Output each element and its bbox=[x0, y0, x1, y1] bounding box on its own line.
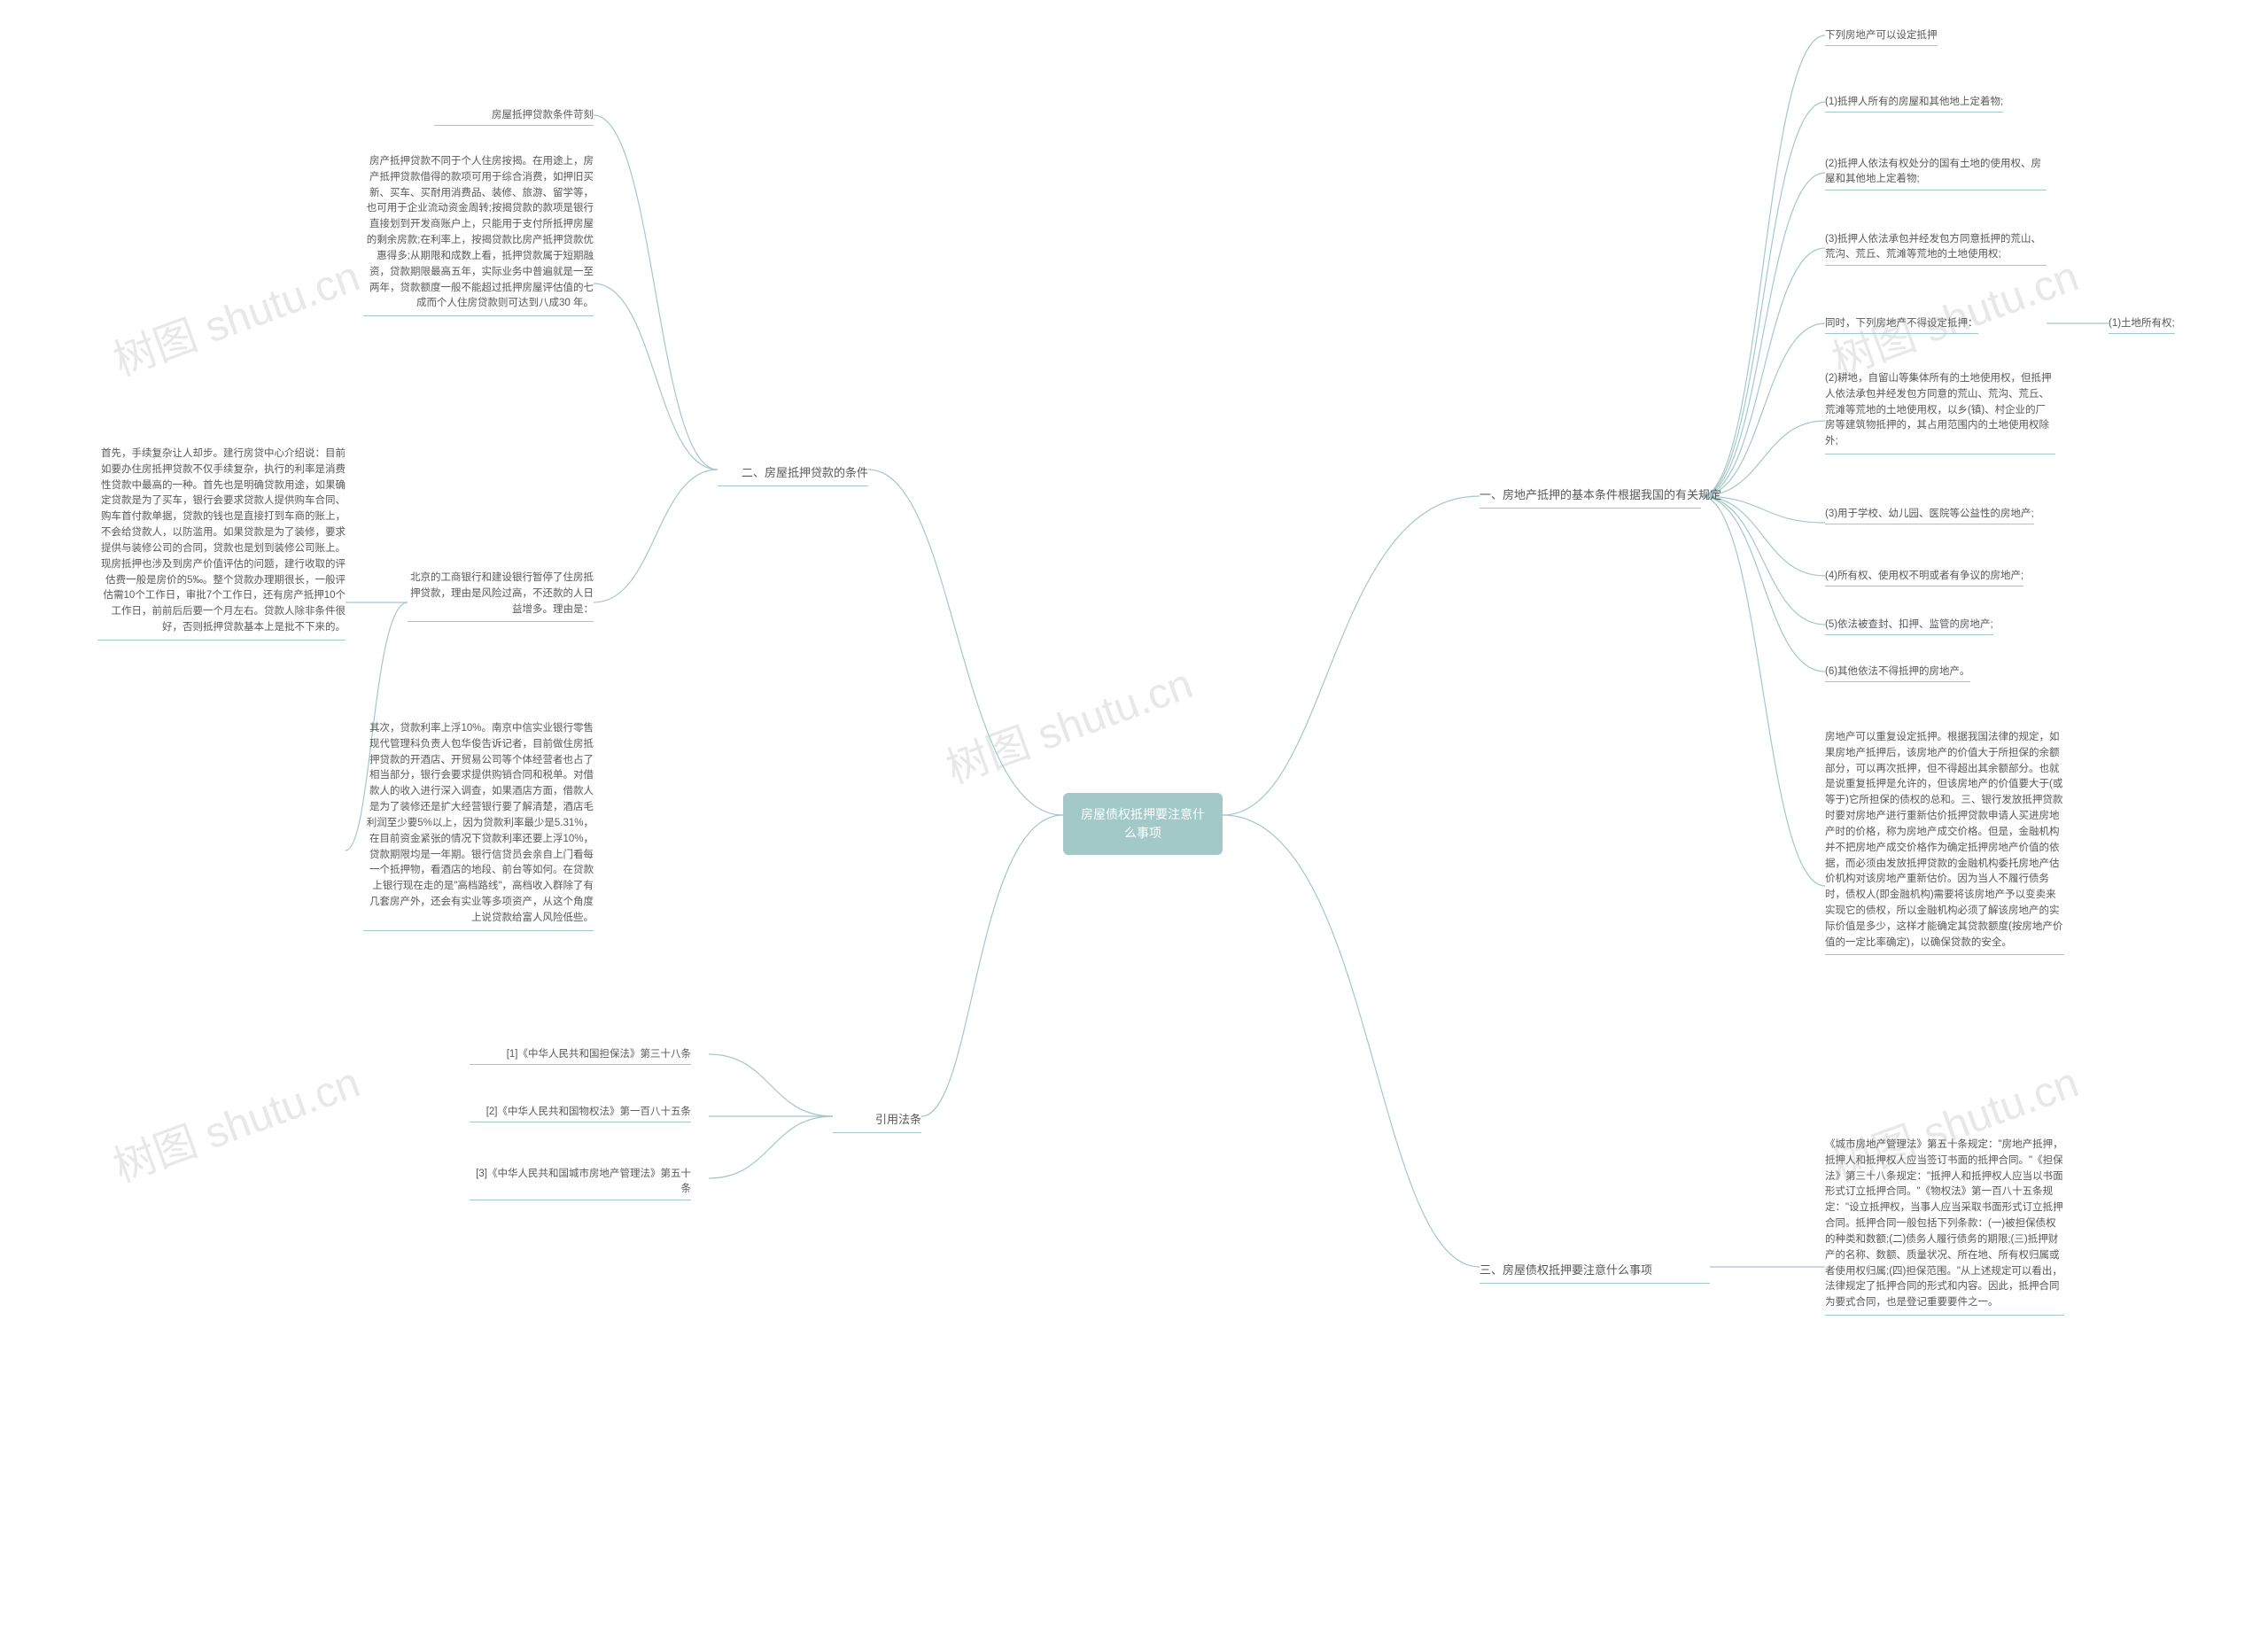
b3-leaf-1: 《城市房地产管理法》第五十条规定："房地产抵押，抵押人和抵押权人应当签订书面的抵… bbox=[1825, 1134, 2064, 1316]
b2-leaf-2: 房产抵押贷款不同于个人住房按揭。在用途上，房产抵押贷款借得的款项可用于综合消费，… bbox=[363, 151, 594, 316]
watermark: 树图 shutu.cn bbox=[104, 1047, 367, 1193]
b4-leaf-1: [1]《中华人民共和国担保法》第三十八条 bbox=[470, 1045, 691, 1065]
watermark: 树图 shutu.cn bbox=[936, 649, 1200, 795]
branch-2: 二、房屋抵押贷款的条件 bbox=[718, 461, 868, 486]
b4-leaf-2: [2]《中华人民共和国物权法》第一百八十五条 bbox=[470, 1103, 691, 1122]
b2-leaf-3a: 首先，手续复杂让人却步。建行房贷中心介绍说：目前如要办住房抵押贷款不仅手续复杂，… bbox=[97, 443, 346, 641]
branch-1: 一、房地产抵押的基本条件根据我国的有关规定 bbox=[1480, 483, 1701, 509]
watermark: 树图 shutu.cn bbox=[104, 241, 367, 387]
b1-leaf-7: (3)用于学校、幼儿园、医院等公益性的房地产; bbox=[1825, 505, 2034, 524]
b1-leaf-1: 下列房地产可以设定抵押 bbox=[1825, 27, 1938, 46]
root-node: 房屋债权抵押要注意什么事项 bbox=[1063, 793, 1223, 855]
branch-4: 引用法条 bbox=[833, 1107, 921, 1133]
b2-leaf-3b: 其次，贷款利率上浮10%。南京中信实业银行零售现代管理科负责人包华俊告诉记者，目… bbox=[363, 718, 594, 931]
b1-leaf-10: (6)其他依法不得抵押的房地产。 bbox=[1825, 663, 1970, 682]
b4-leaf-3: [3]《中华人民共和国城市房地产管理法》第五十条 bbox=[470, 1165, 691, 1200]
branch-3: 三、房屋债权抵押要注意什么事项 bbox=[1480, 1258, 1710, 1284]
b1-leaf-6: (2)耕地，自留山等集体所有的土地使用权，但抵押人依法承包并经发包方同意的荒山、… bbox=[1825, 368, 2055, 454]
b1-leaf-3: (2)抵押人依法有权处分的国有土地的使用权、房屋和其他地上定着物; bbox=[1825, 155, 2047, 190]
b1-leaf-5a: (1)土地所有权; bbox=[2109, 315, 2175, 334]
b2-leaf-1: 房屋抵押贷款条件苛刻 bbox=[434, 106, 594, 126]
b1-leaf-4: (3)抵押人依法承包并经发包方同意抵押的荒山、荒沟、荒丘、荒滩等荒地的土地使用权… bbox=[1825, 230, 2047, 266]
b1-leaf-2: (1)抵押人所有的房屋和其他地上定着物; bbox=[1825, 93, 2003, 113]
b1-leaf-9: (5)依法被查封、扣押、监管的房地产; bbox=[1825, 616, 1993, 635]
b2-leaf-3: 北京的工商银行和建设银行暂停了住房抵押贷款，理由是风险过高，不还款的人日益增多。… bbox=[408, 567, 594, 622]
b1-leaf-5: 同时，下列房地产不得设定抵押： bbox=[1825, 315, 1978, 334]
b1-leaf-11: 房地产可以重复设定抵押。根据我国法律的规定，如果房地产抵押后，该房地产的价值大于… bbox=[1825, 726, 2064, 955]
b1-leaf-8: (4)所有权、使用权不明或者有争议的房地产; bbox=[1825, 567, 2023, 586]
